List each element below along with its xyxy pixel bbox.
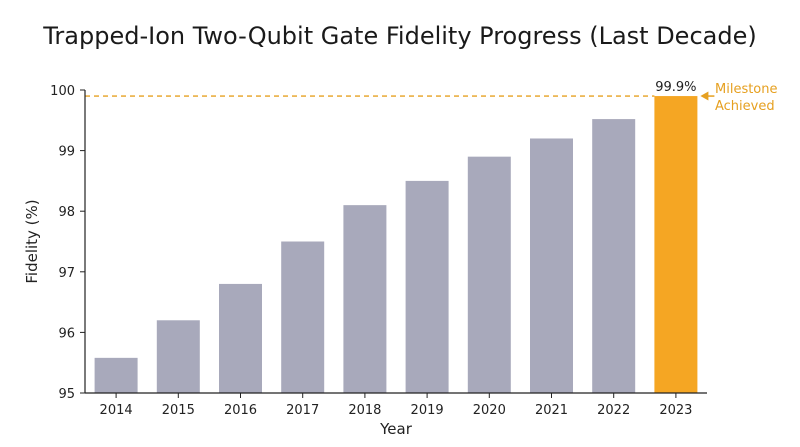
x-tick-label: 2015 [162, 403, 195, 418]
reference-line-group [85, 91, 715, 101]
bar [94, 357, 138, 393]
y-tick-label: 99 [58, 145, 75, 160]
bar [281, 241, 325, 393]
x-tick-label: 2018 [348, 403, 381, 418]
data-label: 99.9% [655, 80, 696, 95]
y-tick-label: 95 [58, 387, 75, 402]
y-tick-label: 98 [58, 205, 75, 220]
bar [530, 138, 573, 393]
bar [343, 205, 387, 393]
y-tick-label: 96 [58, 326, 75, 341]
x-tick-label: 2019 [411, 403, 444, 418]
x-tick-label: 2023 [659, 403, 692, 418]
milestone-annotation-line2: Achieved [715, 99, 775, 114]
x-tick-label: 2017 [286, 403, 319, 418]
bar [156, 320, 200, 393]
bar [592, 119, 636, 393]
x-tick-label: 2020 [473, 403, 506, 418]
x-tick-label: 2016 [224, 403, 257, 418]
x-axis-title: Year [379, 420, 413, 438]
bar [467, 156, 511, 393]
bar [219, 283, 262, 393]
bar [405, 180, 449, 393]
x-tick-label: 2014 [100, 403, 133, 418]
x-tick-label: 2022 [597, 403, 630, 418]
bar-highlight [654, 96, 698, 393]
y-tick-label: 97 [58, 266, 75, 281]
y-axis-title: Fidelity (%) [23, 199, 41, 283]
x-tick-label: 2021 [535, 403, 568, 418]
milestone-arrow-icon [700, 91, 709, 101]
bars-group [94, 96, 698, 393]
axes-group [80, 89, 707, 398]
y-tick-label: 100 [50, 84, 75, 99]
chart-title: Trapped-Ion Two-Qubit Gate Fidelity Prog… [43, 22, 757, 50]
labels-group: 95 96 97 98 99 100 2014 2015 2016 2017 2018 2019 202… [23, 80, 778, 438]
milestone-annotation-line1: Milestone [715, 82, 778, 97]
